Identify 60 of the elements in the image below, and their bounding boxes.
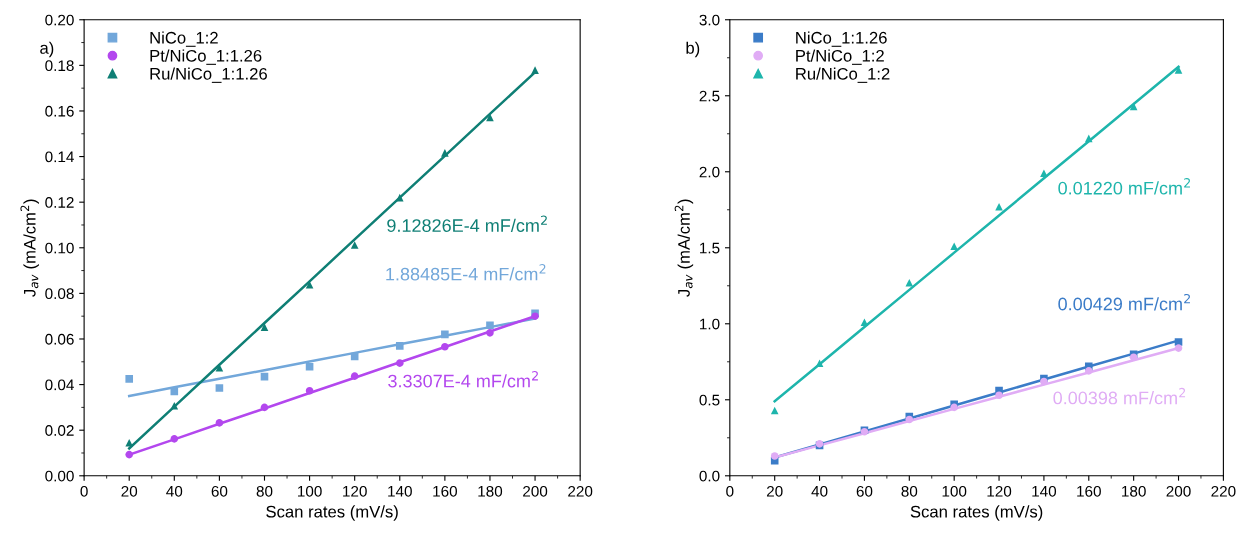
y-tick-label: 0.18 — [45, 60, 74, 72]
x-tick-label: 120 — [987, 485, 1012, 497]
x-tick-label: 120 — [343, 485, 367, 497]
x-tick-label: 0 — [726, 485, 734, 497]
x-tick-label: 80 — [901, 485, 918, 497]
annotation: 1.88485E-4 mF/cm$^{2}$ — [386, 264, 546, 281]
annotation: 9.12826E-4 mF/cm$^{2}$ — [387, 215, 547, 232]
x-tick-label: 100 — [942, 485, 967, 497]
x-tick-label: 220 — [568, 485, 593, 497]
legend-label: NiCo_1:1.26 — [796, 31, 887, 47]
legend-label: Ru/NiCo_1:2 — [796, 67, 890, 83]
annotation: 0.00429 mF/cm$^{2}$ — [1058, 293, 1190, 311]
y-tick-label: 0.16 — [45, 105, 74, 117]
annotation: 3.3307E-4 mF/cm$^{2}$ — [388, 371, 538, 388]
y-tick-label: 0.10 — [45, 242, 74, 254]
legend-label: NiCo_1:2 — [150, 31, 218, 47]
y-tick-label: 1.5 — [700, 242, 720, 254]
y-tick-label: 0.20 — [45, 14, 74, 26]
x-axis-title: Scan rates (mV/s) — [266, 505, 398, 521]
x-tick-label: 0 — [80, 485, 88, 497]
y-axis-title: J$_{av}$ (mA/cm$^{2}$) — [20, 199, 39, 297]
y-tick-label: 0.04 — [45, 379, 74, 391]
y-tick-label: 0.00 — [45, 470, 74, 482]
legend-label: Pt/NiCo_1:1.26 — [150, 49, 262, 65]
y-tick-label: 3.0 — [699, 14, 720, 26]
legend-label: Ru/NiCo_1:1.26 — [150, 67, 267, 83]
x-tick-label: 100 — [298, 485, 322, 497]
x-tick-label: 180 — [478, 485, 503, 497]
x-tick-label: 160 — [433, 485, 458, 497]
x-tick-label: 200 — [1166, 485, 1191, 497]
y-tick-label: 0.08 — [45, 288, 74, 300]
y-tick-label: 0.02 — [45, 425, 74, 436]
x-tick-label: 160 — [1077, 485, 1101, 497]
x-tick-label: 180 — [1122, 485, 1146, 497]
x-tick-label: 60 — [211, 485, 228, 497]
y-tick-label: 2.0 — [699, 166, 720, 178]
x-tick-label: 40 — [811, 485, 828, 497]
y-tick-label: 0.5 — [699, 394, 720, 406]
x-tick-label: 220 — [1211, 485, 1236, 497]
text: b) — [686, 41, 700, 58]
y-tick-label: 0.14 — [45, 151, 74, 163]
x-tick-label: 40 — [166, 485, 183, 497]
x-tick-label: 80 — [256, 485, 273, 497]
x-tick-label: 140 — [1032, 485, 1057, 497]
text: a) — [40, 41, 54, 58]
x-tick-label: 140 — [388, 485, 412, 497]
x-tick-label: 20 — [121, 485, 138, 497]
y-tick-label: 0.0 — [699, 470, 720, 482]
x-axis-title: Scan rates (mV/s) — [910, 505, 1043, 521]
y-axis-title: J$_{av}$ (mA/cm$^{2}$) — [674, 199, 694, 297]
x-tick-label: 20 — [766, 485, 783, 497]
y-tick-label: 0.06 — [45, 333, 74, 345]
x-tick-label: 60 — [856, 485, 873, 497]
y-tick-label: 2.5 — [699, 90, 720, 102]
y-tick-label: 1.0 — [700, 318, 720, 330]
annotation: 0.00398 mF/cm$^{2}$ — [1053, 387, 1186, 405]
annotation: 0.01220 mF/cm$^{2}$ — [1058, 178, 1190, 195]
legend-label: Pt/NiCo_1:2 — [796, 49, 884, 65]
y-tick-label: 0.12 — [45, 197, 74, 208]
x-tick-label: 200 — [523, 485, 548, 497]
